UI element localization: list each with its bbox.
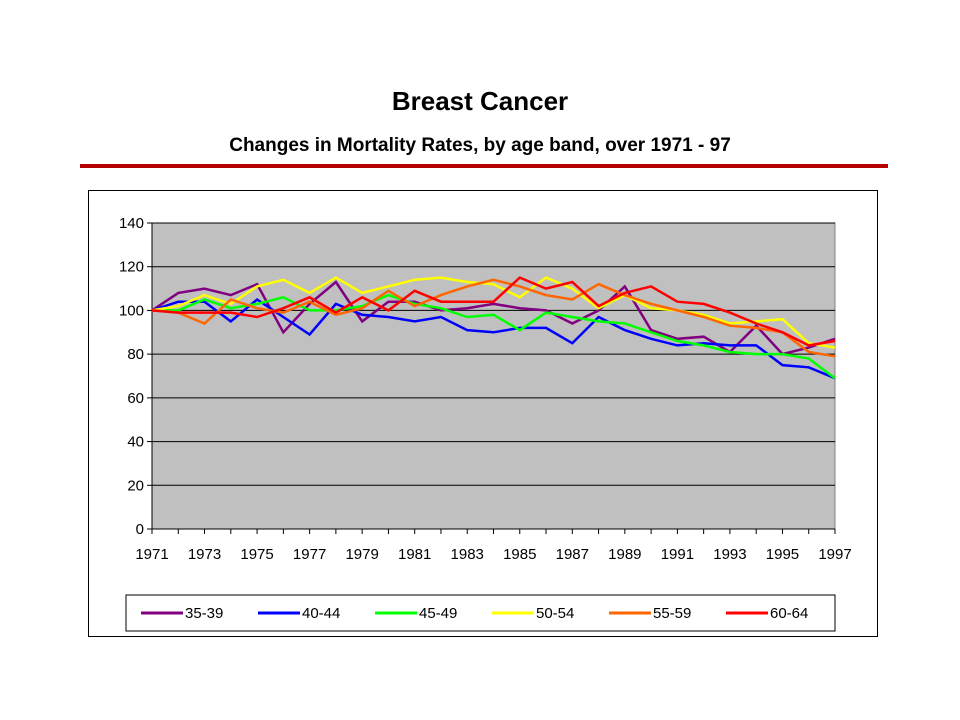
series-line-40-44 [151,297,836,380]
x-axis: 1971 1973 1975 1977 1979 1981 1983 1985 1987 1989… [135,528,852,563]
x-tick-label: 1973 [188,546,221,563]
y-tick-label: 20 [127,477,144,494]
x-tick-label: 1971 [135,546,168,563]
chart-title: Breast Cancer [391,86,569,116]
x-tick-label: 1977 [293,546,326,563]
legend-box [125,594,836,632]
x-tick-label: 1983 [451,546,484,563]
legend-label-40-44: 40-44 [302,605,340,622]
series-line-50-54 [151,276,836,349]
series-line-45-49 [152,293,836,380]
x-tick-label: 1991 [661,546,694,563]
series-line-35-39 [151,280,836,356]
y-tick-label: 0 [136,521,144,538]
legend-label-50-54: 50-54 [536,605,574,622]
chart-subtitle: Changes in Mortality Rates, by age band,… [229,135,731,156]
title-divider [80,164,888,168]
y-tick-label: 120 [119,259,144,276]
x-tick-label: 1995 [766,546,799,563]
legend-label-45-49: 45-49 [419,605,457,622]
y-tick-label: 100 [119,302,144,319]
series-line-55-59 [151,278,836,358]
y-axis: 0 20 40 60 80 100 120 140 [119,215,153,538]
y-tick-label: 60 [127,390,144,407]
y-tick-label: 80 [127,346,144,363]
legend-label-35-39: 35-39 [185,605,223,622]
chart-area: 0 20 40 60 80 100 120 140 1971 1973 1975 1977 1979 1… [88,190,878,637]
x-tick-label: 1997 [818,546,851,563]
legend: 35-39 40-44 45-49 50-54 55-59 60-64 [125,594,836,632]
x-tick-label: 1993 [713,546,746,563]
series-line-60-64 [151,276,836,347]
x-tick-label: 1989 [608,546,641,563]
x-tick-label: 1981 [398,546,431,563]
y-tick-label: 140 [119,215,144,232]
legend-label-55-59: 55-59 [653,605,691,622]
legend-label-60-64: 60-64 [770,605,808,622]
x-tick-label: 1979 [345,546,378,563]
x-tick-label: 1985 [503,546,536,563]
x-tick-label: 1987 [556,546,589,563]
series-lines [151,276,836,380]
x-tick-label: 1975 [240,546,273,563]
plot-background [151,222,836,530]
y-tick-label: 40 [127,434,144,451]
